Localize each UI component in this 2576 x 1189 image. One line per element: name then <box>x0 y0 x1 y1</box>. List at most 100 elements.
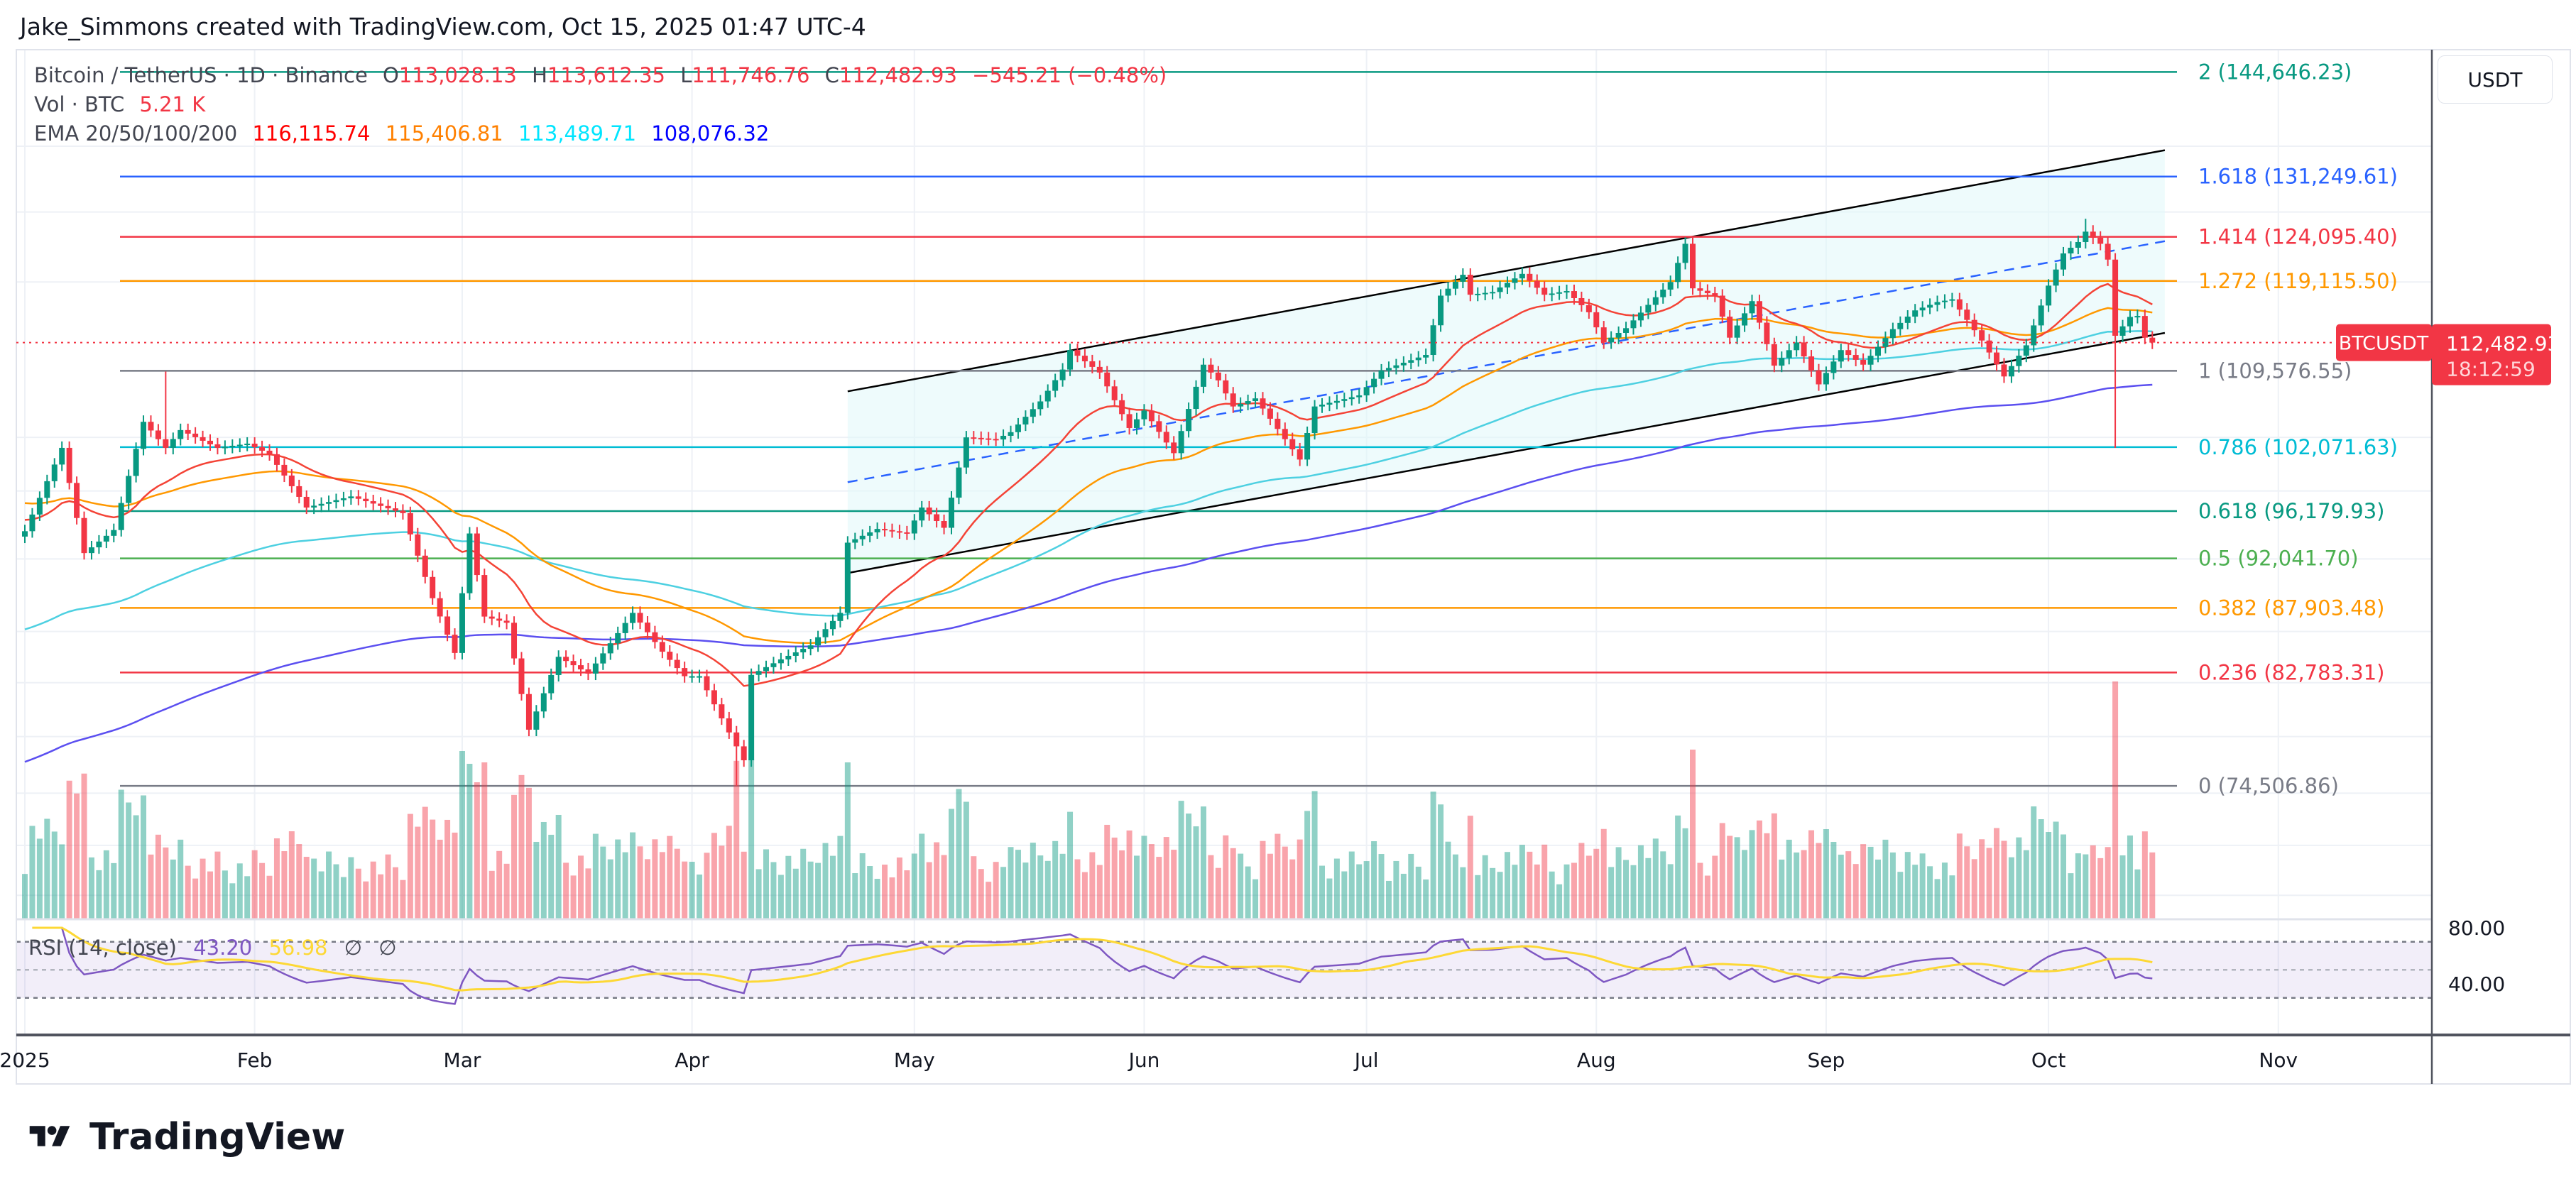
symbol-title[interactable]: Bitcoin / TetherUS · 1D · Binance <box>34 63 368 87</box>
volume-bar <box>1074 859 1081 919</box>
volume-bar <box>430 819 436 919</box>
volume-bar <box>1044 860 1051 919</box>
candle-body <box>273 454 280 465</box>
candle-body <box>1889 329 1896 339</box>
candle-body <box>1371 378 1377 388</box>
candle-body <box>452 635 458 653</box>
volume-bar <box>2119 855 2126 919</box>
volume-bar <box>393 867 398 919</box>
high-value: 113,612.35 <box>547 63 665 87</box>
volume-bar <box>1919 853 1926 919</box>
volume-bar <box>1941 862 1948 919</box>
candle-body <box>1838 350 1844 362</box>
volume-bar <box>74 793 80 919</box>
time-tick: Jul <box>1353 1048 1379 1072</box>
candle-body <box>1423 355 1429 358</box>
volume-bar <box>525 787 532 919</box>
candle-body <box>1527 273 1533 281</box>
volume-bar <box>1148 844 1155 919</box>
volume-bar <box>1534 864 1540 919</box>
candle-body <box>1445 288 1451 296</box>
volume-bar <box>340 877 346 919</box>
volume-bar <box>956 789 962 919</box>
volume-bar <box>155 834 161 919</box>
candle-body <box>393 508 398 511</box>
volume-bar <box>88 857 94 919</box>
candle-body <box>1675 263 1681 283</box>
candle-body <box>829 620 836 630</box>
symbol-tag-bg <box>2336 324 2432 361</box>
volume-bar <box>288 831 295 919</box>
volume-bar <box>1934 879 1941 919</box>
volume-bar <box>207 871 213 919</box>
candle-body <box>904 532 910 534</box>
candle-body <box>118 503 124 530</box>
rsi-label[interactable]: RSI (14, close) <box>28 936 177 960</box>
candle-body <box>66 447 72 483</box>
volume-bar <box>919 833 925 919</box>
volume-bar <box>563 862 569 919</box>
tradingview-logo[interactable]: TradingView <box>20 1116 345 1158</box>
candle-body <box>1823 373 1829 385</box>
ema-label[interactable]: EMA 20/50/100/200 <box>34 121 238 146</box>
volume-bar <box>244 876 251 919</box>
volume-bar <box>2105 847 2111 919</box>
candle-body <box>259 446 266 451</box>
volume-bar <box>1675 815 1681 919</box>
candle-body <box>748 674 755 761</box>
volume-bar <box>622 852 628 919</box>
candle-body <box>1408 360 1414 363</box>
volume-bar <box>792 868 799 919</box>
volume-bar <box>1889 852 1896 919</box>
volume-bar <box>1378 854 1385 919</box>
volume-bar <box>1223 835 1229 919</box>
channel-lower-line <box>847 332 2166 574</box>
volume-bar <box>859 853 866 919</box>
candle-body <box>1608 337 1615 343</box>
candle-body <box>1475 293 1481 295</box>
volume-bar <box>59 844 65 919</box>
axes: 80.00 40.00 2025 Feb Mar Apr May Jun Jul Aug Sep Oc… <box>0 49 2571 1085</box>
volume-bar <box>785 855 792 919</box>
volume-bar <box>2090 845 2096 919</box>
candle-body <box>1074 350 1081 356</box>
candle-body <box>1830 361 1837 373</box>
candle-body <box>1363 387 1370 395</box>
candle-body <box>733 732 740 747</box>
volume-bar <box>659 852 665 919</box>
candle-body <box>1897 322 1904 329</box>
time-tick: Apr <box>675 1048 709 1072</box>
volume-bar <box>986 882 992 919</box>
candle-body <box>1623 328 1630 334</box>
low-value: 111,746.76 <box>692 63 810 87</box>
candle-body <box>430 576 436 598</box>
volume-bar <box>770 862 777 919</box>
volume-bar <box>1749 830 1755 919</box>
volume-bar <box>1571 862 1577 919</box>
candle-body <box>1171 442 1177 454</box>
candle-body <box>385 505 391 509</box>
volume-bar <box>370 861 376 919</box>
volume-bar <box>1289 859 1296 919</box>
candle-body <box>474 533 480 576</box>
candle-body <box>1882 338 1889 347</box>
candle-body <box>1986 340 1992 353</box>
candle-body <box>1941 300 1948 302</box>
rsi-ma-value: 56.98 <box>268 936 328 960</box>
fib-label-0.236: 0.236 (82,783.31) <box>2198 660 2384 684</box>
volume-bar <box>1193 826 1199 919</box>
fib-label-1.618: 1.618 (131,249.61) <box>2198 165 2398 189</box>
volume-bar <box>2075 853 2081 919</box>
volume-bar <box>1971 859 1977 919</box>
candle-body <box>592 663 599 674</box>
volume-bar <box>2038 819 2044 919</box>
rsi-na-1: ∅ <box>344 936 362 960</box>
volume-bar <box>1400 873 1407 919</box>
volume-label[interactable]: Vol · BTC <box>34 92 125 116</box>
volume-bar <box>355 868 361 919</box>
currency-button[interactable]: USDT <box>2438 55 2553 104</box>
volume-bar <box>133 815 139 919</box>
candle-body <box>2046 285 2052 306</box>
candle-body <box>1385 368 1392 371</box>
